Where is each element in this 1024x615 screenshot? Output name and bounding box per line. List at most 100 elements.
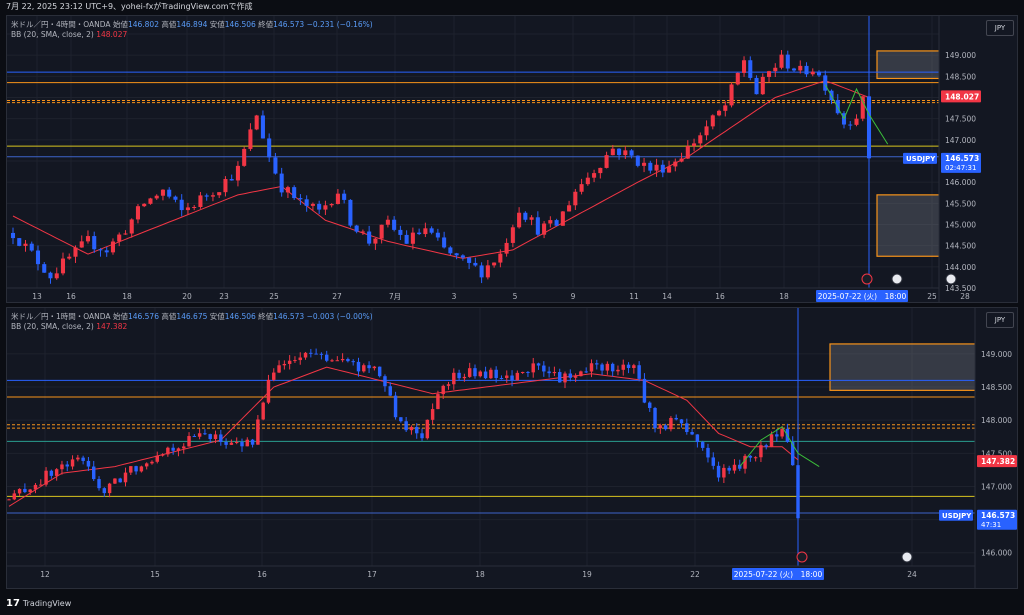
time-tick-label: 9 xyxy=(571,292,576,301)
candle-body xyxy=(142,203,147,207)
candle-body xyxy=(367,231,372,244)
candle-body xyxy=(711,457,715,466)
candle-body xyxy=(467,368,472,377)
currency-button[interactable]: JPY xyxy=(986,312,1014,328)
price-tick-label: 145.500 xyxy=(945,199,976,208)
candle-body xyxy=(388,386,392,396)
candle-body xyxy=(536,363,541,366)
price-tick-label: 149.000 xyxy=(945,51,976,60)
candle-body xyxy=(738,464,742,469)
candle-body xyxy=(192,207,197,209)
candle-body xyxy=(49,470,54,476)
candle-body xyxy=(279,173,284,193)
candle-body xyxy=(351,361,355,363)
time-tick-label: 18 xyxy=(779,292,789,301)
candle-body xyxy=(86,460,91,467)
us-flag-event-icon xyxy=(901,551,913,563)
candle-body xyxy=(314,353,318,355)
legend-4h: 米ドル／円・4時間・OANDA 始値146.802 高値146.894 安値14… xyxy=(11,20,373,40)
candle-body xyxy=(335,193,340,205)
candle-body xyxy=(298,198,303,200)
price-tick-label: 149.000 xyxy=(981,350,1012,359)
candle-body xyxy=(240,442,244,447)
candle-body xyxy=(92,236,97,250)
candle-body xyxy=(213,434,218,440)
candle-body xyxy=(399,417,403,422)
candle-body xyxy=(385,219,390,225)
candle-body xyxy=(499,378,504,380)
candle-body xyxy=(529,217,534,220)
candle-body xyxy=(685,423,689,432)
candle-body xyxy=(248,129,253,149)
date-badge xyxy=(732,568,824,580)
candle-body xyxy=(113,478,117,484)
legend-open: 146.802 xyxy=(127,20,159,29)
candle-body xyxy=(579,371,583,377)
candle-body xyxy=(452,372,456,385)
candle-body xyxy=(340,358,345,361)
candle-body xyxy=(674,417,678,420)
candle-body xyxy=(123,472,128,483)
candle-body xyxy=(42,264,47,273)
legend-close: 146.573 xyxy=(273,20,305,29)
candle-body xyxy=(272,372,276,380)
candle-body xyxy=(242,148,247,166)
candle-body xyxy=(679,158,684,162)
candle-body xyxy=(23,243,28,246)
candle-body xyxy=(478,371,483,377)
time-tick-label: 17 xyxy=(367,570,377,579)
lightning-event-icon xyxy=(861,273,873,285)
currency-button[interactable]: JPY xyxy=(986,20,1014,36)
candle-body xyxy=(417,232,422,235)
candle-body xyxy=(722,467,726,478)
candle-body xyxy=(79,241,84,248)
candle-body xyxy=(660,164,665,173)
candle-body xyxy=(573,191,578,206)
candle-body xyxy=(548,220,553,224)
candle-body xyxy=(716,465,721,478)
candle-body xyxy=(85,236,91,242)
candle-body xyxy=(117,234,122,242)
candle-body xyxy=(348,199,353,226)
chart-pane-4h[interactable]: 米ドル／円・4時間・OANDA 始値146.802 高値146.894 安値14… xyxy=(6,15,1018,303)
chart-pane-1h[interactable]: 米ドル／円・1時間・OANDA 始値146.576 高値146.675 安値14… xyxy=(6,307,1018,589)
candle-body xyxy=(179,199,184,211)
candle-body xyxy=(323,205,328,210)
date-badge-text: 2025-07-22 (火) 18:00 xyxy=(818,292,907,301)
candle-body xyxy=(629,150,634,156)
candle-body xyxy=(504,242,509,254)
legend-change: −0.231 (−0.16%) xyxy=(306,20,373,29)
candle-body xyxy=(454,253,459,256)
candle-body xyxy=(210,195,215,197)
candle-body xyxy=(462,376,467,379)
candle-body xyxy=(510,227,515,243)
brand-text: TradingView xyxy=(22,599,72,608)
candle-body xyxy=(154,195,159,199)
candle-body xyxy=(134,466,138,472)
forecast-projection xyxy=(739,426,820,468)
candle-body xyxy=(171,447,175,451)
candle-body xyxy=(354,225,359,232)
time-tick-label: 25 xyxy=(269,292,279,301)
candle-body xyxy=(425,419,430,439)
tradingview-logo[interactable]: 17 TradingView xyxy=(6,598,71,609)
candle-body xyxy=(621,364,625,370)
candle-body xyxy=(692,143,697,147)
candle-body xyxy=(48,272,53,279)
last-price-text: 146.573 xyxy=(945,154,979,163)
candle-body xyxy=(866,96,872,159)
time-tick-label: 16 xyxy=(715,292,725,301)
candle-body xyxy=(617,148,622,156)
candle-body xyxy=(304,199,309,206)
time-tick-label: 27 xyxy=(332,292,342,301)
candle-body xyxy=(12,493,17,500)
last-price-badge xyxy=(977,509,1017,530)
candle-body xyxy=(285,187,290,193)
candle-body xyxy=(605,363,610,371)
candle-body xyxy=(208,434,212,440)
candle-body xyxy=(223,179,228,193)
candle-body xyxy=(563,373,567,383)
candle-body xyxy=(753,457,758,459)
candle-body xyxy=(626,364,631,369)
candle-body xyxy=(592,173,597,178)
